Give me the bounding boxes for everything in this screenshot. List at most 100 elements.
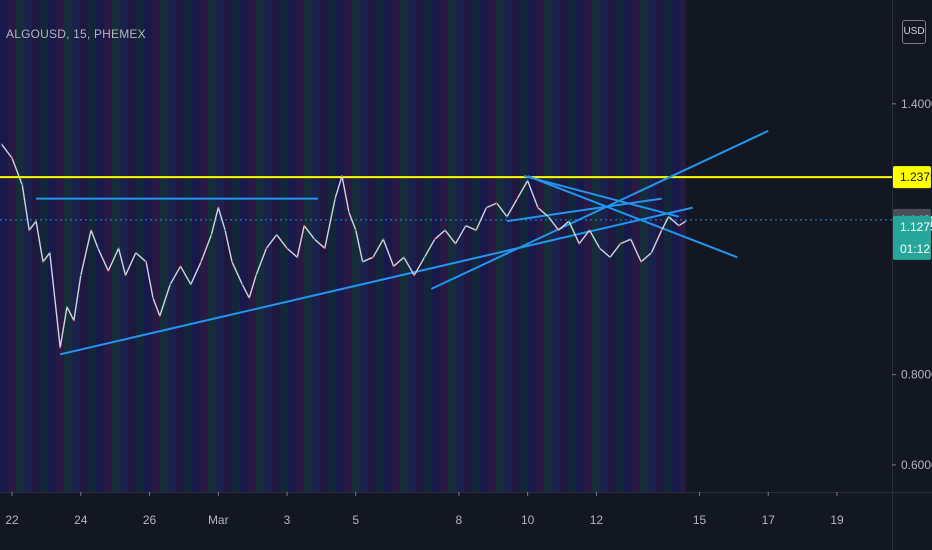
session-stripe (192, 0, 200, 492)
session-stripe (144, 0, 152, 492)
session-stripe (160, 0, 168, 492)
price-point (454, 242, 457, 245)
price-point (248, 297, 251, 299)
price-point (598, 247, 601, 250)
price-point (275, 233, 278, 236)
price-point (413, 274, 416, 277)
session-stripe (16, 0, 24, 492)
price-point (537, 206, 539, 209)
time-tick-label: 5 (352, 513, 359, 527)
session-stripe (440, 0, 448, 492)
session-stripe (416, 0, 424, 492)
session-stripe (64, 0, 72, 492)
session-stripe (424, 0, 432, 492)
trendline-7 (506, 197, 662, 223)
price-point (11, 157, 13, 159)
session-stripe (640, 0, 648, 492)
session-stripe (56, 0, 64, 492)
time-tick-label: 19 (830, 513, 844, 527)
session-stripe (216, 0, 224, 492)
price-point (619, 242, 622, 245)
session-stripe (48, 0, 56, 492)
time-tick-label: 17 (762, 513, 776, 527)
time-tick-label: 24 (74, 513, 88, 527)
time-tick-label: 22 (5, 513, 19, 527)
session-stripe (632, 0, 640, 492)
session-stripe (240, 0, 248, 492)
price-point (323, 247, 326, 250)
price-point (48, 251, 51, 254)
session-stripe (624, 0, 632, 492)
session-stripe (112, 0, 120, 492)
session-stripe (120, 0, 128, 492)
price-point (354, 229, 357, 232)
session-stripe (40, 0, 48, 492)
session-stripe (488, 0, 496, 492)
session-stripe (472, 0, 480, 492)
session-stripe (368, 0, 376, 492)
session-stripe (432, 0, 440, 492)
session-stripe (32, 0, 40, 492)
session-stripe (552, 0, 560, 492)
price-point (334, 197, 336, 200)
price-point (526, 179, 529, 182)
session-stripe (280, 0, 288, 492)
price-point (145, 260, 148, 263)
session-stripe (672, 0, 680, 492)
price-point (217, 206, 220, 209)
price-point (506, 215, 508, 218)
price-point (578, 242, 581, 245)
price-point (667, 215, 670, 218)
session-stripe (360, 0, 368, 492)
price-point (265, 247, 268, 250)
price-point (629, 238, 632, 241)
time-tick-label: 8 (456, 513, 463, 527)
session-stripe (80, 0, 88, 492)
session-stripe (664, 0, 672, 492)
price-point (650, 251, 653, 254)
session-stripe (600, 0, 608, 492)
session-stripe (480, 0, 488, 492)
price-point (134, 251, 137, 254)
session-stripe (384, 0, 392, 492)
price-point (73, 319, 75, 322)
price-point (392, 265, 395, 268)
price-point (200, 260, 203, 263)
price-point (475, 229, 477, 232)
session-stripe (336, 0, 344, 492)
session-stripe (88, 0, 96, 492)
session-stripe (536, 0, 544, 492)
time-scale-bg (0, 492, 932, 550)
price-point (464, 224, 467, 227)
session-stripe (544, 0, 552, 492)
session-stripe (272, 0, 280, 492)
session-stripe (136, 0, 144, 492)
session-stripe (592, 0, 600, 492)
price-point (361, 260, 364, 263)
price-series (0, 143, 687, 349)
session-stripe (680, 0, 686, 492)
price-point (296, 256, 299, 259)
currency-button[interactable]: USD (902, 20, 926, 44)
price-point (28, 229, 31, 232)
time-tick-label: Mar (208, 513, 229, 527)
price-point (286, 247, 288, 250)
trendline-5 (527, 175, 738, 259)
price-point (568, 220, 570, 223)
session-stripe (576, 0, 584, 492)
price-point (210, 233, 213, 236)
session-stripe (248, 0, 256, 492)
session-stripe (184, 0, 192, 492)
price-point (42, 260, 44, 263)
price-point (640, 260, 642, 263)
session-stripe (656, 0, 664, 492)
session-stripe (8, 0, 16, 492)
session-stripe (24, 0, 32, 492)
price-point (423, 256, 426, 259)
symbol-label[interactable]: ALGOUSD, 15, PHEMEX (6, 27, 146, 41)
time-tick-label: 26 (143, 513, 157, 527)
